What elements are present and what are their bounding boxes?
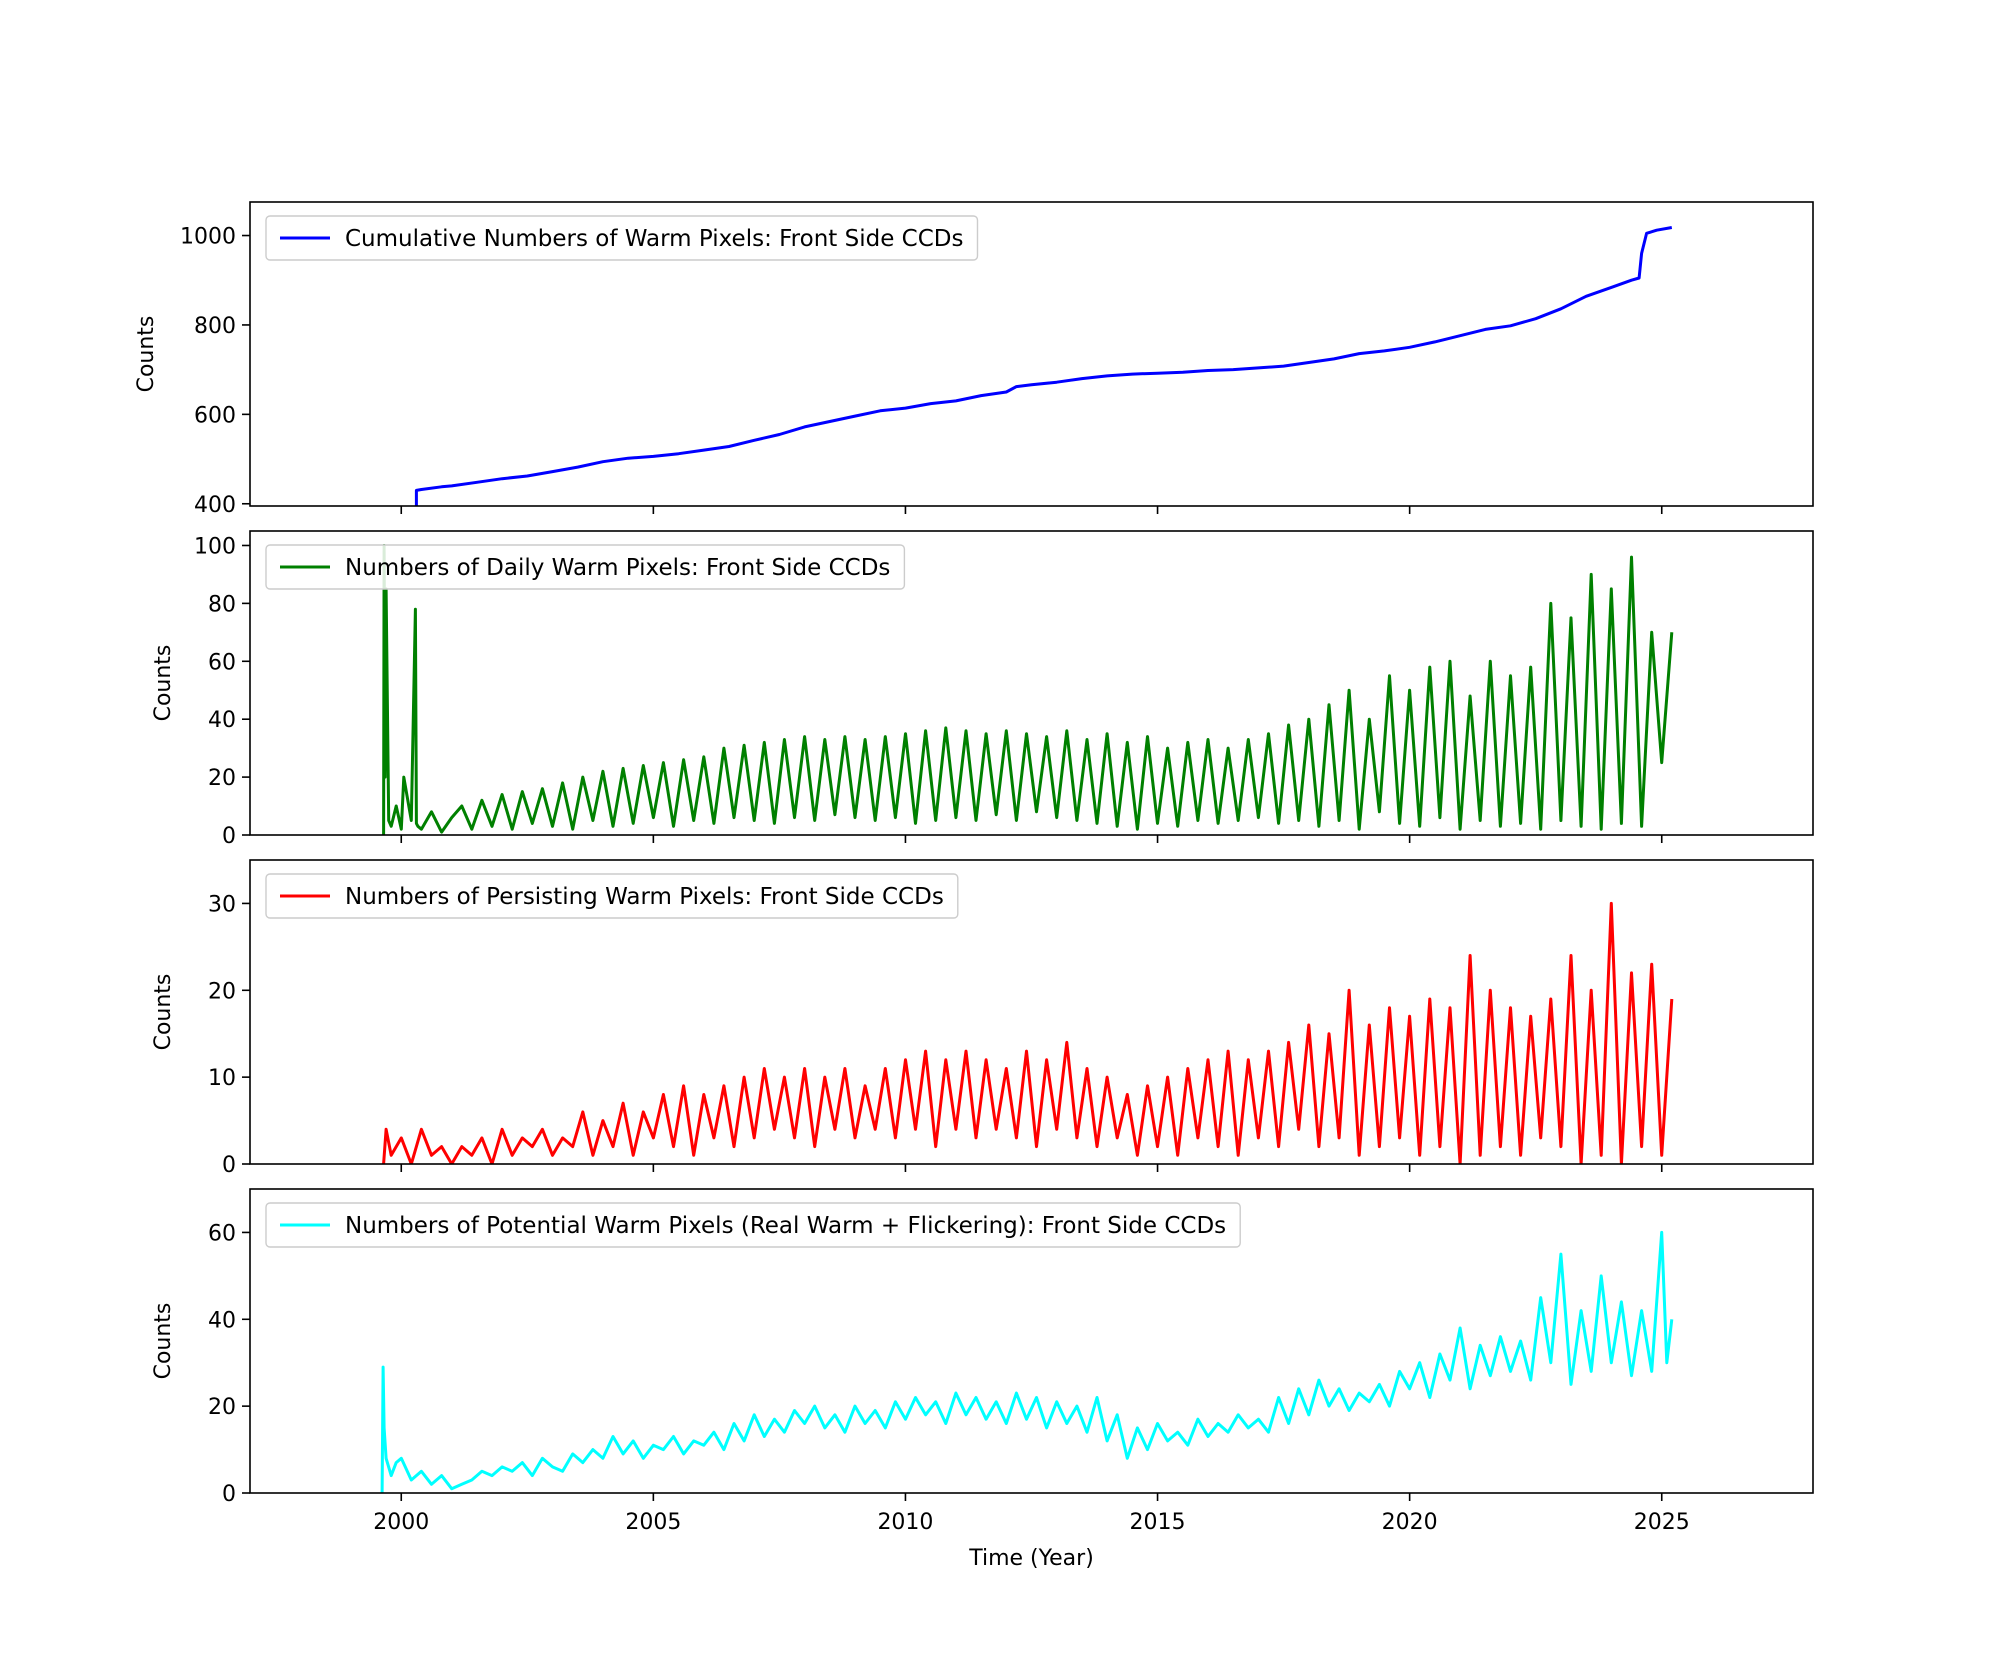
axes-frame	[249, 859, 1814, 1165]
y-axis-label: Counts	[151, 974, 176, 1051]
x-tick-label: 2015	[1130, 1510, 1186, 1535]
panel-4: 0 20 40 60 2000 2005 2010 2015 2020 2025 Counts Tim…	[151, 1188, 1814, 1571]
y-tick-label: 10	[208, 1066, 236, 1091]
legend-entry: Numbers of Persisting Warm Pixels: Front…	[345, 884, 944, 910]
x-tick-label: 2025	[1634, 1510, 1690, 1535]
y-tick-label: 400	[194, 493, 236, 518]
panel-1: 400 600 800 1000 Counts Cumulative Numbers of…	[134, 201, 1814, 518]
legend-entry: Numbers of Daily Warm Pixels: Front Side…	[345, 555, 890, 581]
y-tick-label: 20	[208, 1395, 236, 1420]
y-tick-label: 100	[194, 534, 236, 559]
series-line-1	[414, 226, 1673, 506]
y-tick-label: 0	[222, 824, 236, 849]
y-tick-label: 600	[194, 403, 236, 428]
axes-frame	[249, 530, 1814, 836]
y-axis-label: Counts	[151, 1303, 176, 1380]
axes-frame	[249, 201, 1814, 507]
legend-entry: Cumulative Numbers of Warm Pixels: Front…	[345, 226, 963, 252]
legend: Numbers of Potential Warm Pixels (Real W…	[265, 1202, 1241, 1248]
x-tick-label: 2005	[625, 1510, 681, 1535]
legend-box	[265, 544, 906, 590]
y-axis-label: Counts	[151, 645, 176, 722]
x-tick-label: 2000	[373, 1510, 429, 1535]
x-tick-label: 2010	[877, 1510, 933, 1535]
panel-3: 0 10 20 30 Counts Numbers of Persisting Warm …	[151, 859, 1814, 1178]
legend-box	[265, 215, 979, 261]
y-tick-label: 60	[208, 1221, 236, 1246]
series-line-1	[382, 901, 1674, 1164]
y-tick-label: 30	[208, 892, 236, 917]
series-line-1	[382, 544, 1674, 835]
x-tick-label: 2020	[1382, 1510, 1438, 1535]
y-axis-label: Counts	[134, 316, 159, 393]
series-line-1	[380, 1230, 1674, 1493]
y-tick-label: 0	[222, 1153, 236, 1178]
axes-frame	[249, 1188, 1814, 1494]
y-tick-label: 20	[208, 979, 236, 1004]
legend-box	[265, 873, 959, 919]
panel-2: 0 20 40 60 80 100 Counts Numbers of Daily Warm …	[151, 530, 1814, 849]
legend-box	[265, 1202, 1241, 1248]
y-tick-label: 40	[208, 1308, 236, 1333]
y-tick-label: 20	[208, 766, 236, 791]
y-tick-label: 1000	[180, 225, 236, 250]
legend-entry: Numbers of Potential Warm Pixels (Real W…	[345, 1213, 1226, 1239]
legend: Numbers of Daily Warm Pixels: Front Side…	[265, 544, 906, 590]
legend: Numbers of Persisting Warm Pixels: Front…	[265, 873, 959, 919]
legend: Cumulative Numbers of Warm Pixels: Front…	[265, 215, 979, 261]
y-tick-label: 60	[208, 650, 236, 675]
x-axis-label: Time (Year)	[968, 1546, 1094, 1571]
y-tick-label: 40	[208, 708, 236, 733]
y-tick-label: 0	[222, 1482, 236, 1507]
y-tick-label: 80	[208, 592, 236, 617]
y-tick-label: 800	[194, 314, 236, 339]
